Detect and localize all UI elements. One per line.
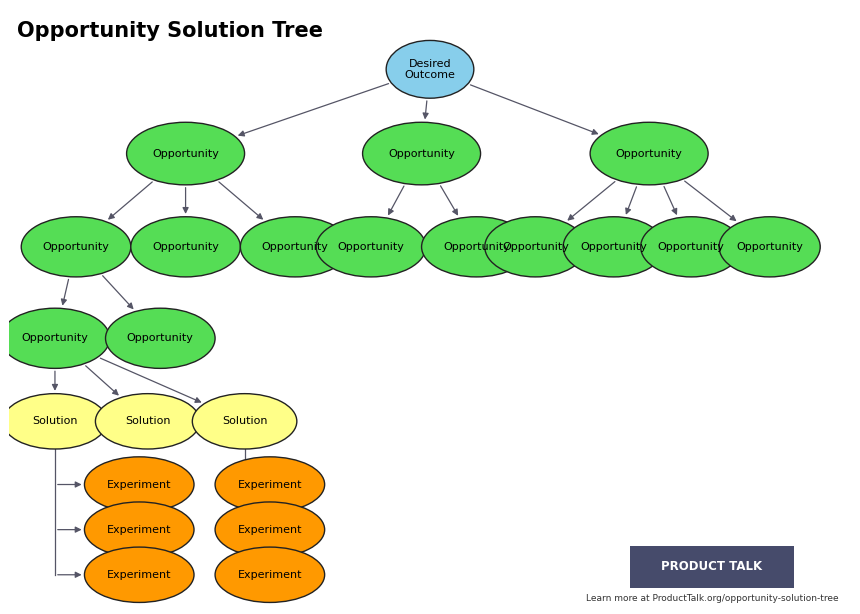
Text: Experiment: Experiment [237, 480, 302, 489]
Text: Opportunity: Opportunity [152, 149, 219, 158]
Text: Experiment: Experiment [107, 570, 171, 580]
Ellipse shape [84, 457, 194, 512]
Text: Experiment: Experiment [237, 570, 302, 580]
Text: Opportunity: Opportunity [22, 333, 89, 343]
Text: Experiment: Experiment [237, 524, 302, 535]
Text: Solution: Solution [32, 416, 77, 426]
Ellipse shape [84, 547, 194, 602]
Text: Opportunity: Opportunity [388, 149, 455, 158]
Ellipse shape [641, 217, 742, 277]
Ellipse shape [215, 457, 324, 512]
Text: Solution: Solution [125, 416, 170, 426]
Text: Opportunity: Opportunity [43, 242, 109, 252]
Text: Opportunity Solution Tree: Opportunity Solution Tree [17, 21, 323, 41]
Text: Opportunity: Opportunity [127, 333, 194, 343]
Ellipse shape [421, 217, 531, 277]
Ellipse shape [386, 41, 474, 98]
Text: Experiment: Experiment [107, 524, 171, 535]
Ellipse shape [485, 217, 586, 277]
Text: Opportunity: Opportunity [580, 242, 648, 252]
Ellipse shape [3, 394, 108, 449]
Ellipse shape [215, 547, 324, 602]
Ellipse shape [241, 217, 350, 277]
Ellipse shape [316, 217, 426, 277]
FancyBboxPatch shape [630, 546, 794, 588]
Text: Opportunity: Opportunity [736, 242, 803, 252]
Ellipse shape [590, 122, 708, 185]
Text: PRODUCT TALK: PRODUCT TALK [661, 561, 763, 573]
Text: Opportunity: Opportunity [616, 149, 683, 158]
Ellipse shape [84, 502, 194, 558]
Ellipse shape [215, 502, 324, 558]
Ellipse shape [126, 122, 244, 185]
Text: Opportunity: Opportunity [261, 242, 329, 252]
Text: Solution: Solution [222, 416, 267, 426]
Ellipse shape [106, 308, 215, 368]
Ellipse shape [95, 394, 200, 449]
Ellipse shape [563, 217, 664, 277]
Text: Opportunity: Opportunity [658, 242, 725, 252]
Ellipse shape [719, 217, 820, 277]
Text: Learn more at ProductTalk.org/opportunity-solution-tree: Learn more at ProductTalk.org/opportunit… [586, 594, 838, 603]
Text: Experiment: Experiment [107, 480, 171, 489]
Ellipse shape [22, 217, 131, 277]
Ellipse shape [0, 308, 110, 368]
Text: Opportunity: Opportunity [152, 242, 219, 252]
Ellipse shape [193, 394, 297, 449]
Ellipse shape [131, 217, 240, 277]
Ellipse shape [363, 122, 481, 185]
Text: Desired
Outcome: Desired Outcome [404, 58, 456, 80]
Text: Opportunity: Opportunity [338, 242, 404, 252]
Text: Opportunity: Opportunity [502, 242, 568, 252]
Text: Opportunity: Opportunity [443, 242, 510, 252]
